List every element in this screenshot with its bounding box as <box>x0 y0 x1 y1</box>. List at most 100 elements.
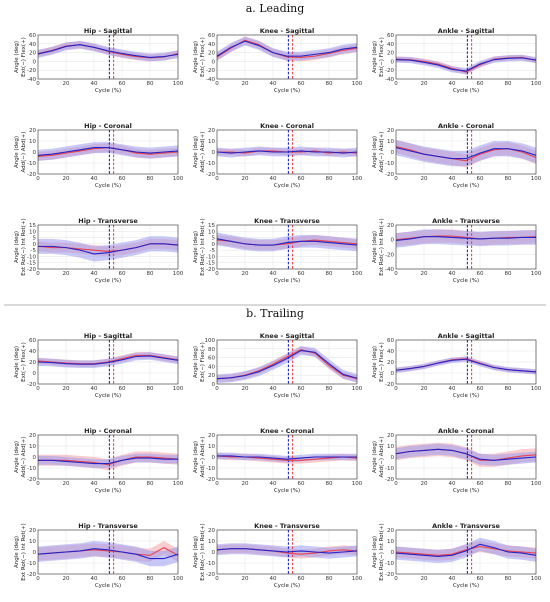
chart-6-ylabel-direction: Ext Rot(−) Int Rot(+) <box>21 218 27 275</box>
chart-13-xlabel: Cycle (%) <box>274 488 300 494</box>
chart-3-xtick-label-1: 20 <box>63 176 70 182</box>
chart-13-ylabel-direction: Add(−) Abd(+) <box>200 437 206 478</box>
chart-13-frame <box>216 434 358 480</box>
chart-10-xtick-label-5: 100 <box>352 386 363 392</box>
chart-1-ylabel-direction: Ext(−) Flex(+) <box>200 37 206 77</box>
chart-13-ylabel: Angle (deg) <box>193 441 199 473</box>
chart-1-ytick-label-2: 0 <box>212 59 216 65</box>
chart-0-xtick-label-0: 0 <box>36 81 40 87</box>
chart-14-ylabel: Angle (deg) <box>372 441 378 473</box>
chart-6-title: Hip - Transverse <box>78 217 138 225</box>
chart-0-xtick-label-4: 80 <box>147 81 154 87</box>
chart-17-ylabel: Angle (deg) <box>372 536 378 568</box>
chart-2-ylabel-direction: Ext(−) Flex(+) <box>379 37 385 77</box>
chart-0-ytick-label-3: 20 <box>29 51 36 57</box>
chart-8-xlabel: Cycle (%) <box>453 278 479 284</box>
chart-4-ytick-label-3: 10 <box>208 139 215 145</box>
chart-15-ytick-label-2: 0 <box>33 550 37 556</box>
chart-7-line-blue <box>216 238 358 246</box>
chart-12-ytick-label-2: 0 <box>33 455 37 461</box>
chart-12-panel: 0 20 40 60 80 100 -20 -10 0 10 20 Hip - Coronal Cycl… <box>14 427 184 494</box>
chart-17-line-red <box>395 545 537 556</box>
chart-9-xlabel: Cycle (%) <box>95 393 121 399</box>
chart-1-xlabel: Cycle (%) <box>274 88 300 94</box>
chart-8-title: Ankle - Transverse <box>432 217 500 225</box>
chart-6-ylabel: Angle (deg) <box>14 231 20 263</box>
chart-13-ytick-label-4: 20 <box>208 433 215 439</box>
chart-12-ylabel-direction: Add(−) Abd(+) <box>21 437 27 478</box>
chart-1-ytick-label-4: 40 <box>208 42 215 48</box>
chart-17-xtick-label-5: 100 <box>531 576 542 582</box>
chart-10-xtick-label-2: 40 <box>270 386 277 392</box>
chart-5-ytick-label-0: -20 <box>385 172 394 178</box>
chart-10-ytick-label-0: 0 <box>212 382 216 388</box>
chart-11-ytick-label-2: 20 <box>387 360 394 366</box>
chart-12-xtick-label-1: 20 <box>63 481 70 487</box>
section-title-trailing: b. Trailing <box>246 307 304 320</box>
chart-2-panel: 0 20 40 60 80 100 -40 -20 0 20 40 60 Ankle - Sagitta… <box>372 27 542 94</box>
chart-3-xtick-label-0: 0 <box>36 176 40 182</box>
chart-15-xtick-label-0: 0 <box>36 576 40 582</box>
chart-10-frame <box>216 339 358 385</box>
chart-9-ylabel: Angle (deg) <box>14 346 20 378</box>
chart-11-xtick-label-0: 0 <box>394 386 398 392</box>
chart-11-xtick-label-4: 80 <box>505 386 512 392</box>
chart-4-xtick-label-2: 40 <box>270 176 277 182</box>
chart-6-band-blue <box>38 236 178 262</box>
chart-14-panel: 0 20 40 60 80 100 -20 -10 0 10 20 Ankle - Coronal Cy… <box>372 427 542 494</box>
chart-5-xtick-label-2: 40 <box>449 176 456 182</box>
chart-5-panel: 0 20 40 60 80 100 -20 -10 0 10 20 Ankle - Coronal Cy… <box>372 122 542 189</box>
chart-3-ylabel: Angle (deg) <box>14 136 20 168</box>
chart-11-ylabel-direction: Ext(−) Flex(+) <box>379 342 385 382</box>
chart-5-ytick-label-4: 20 <box>387 128 394 134</box>
chart-17-xtick-label-3: 60 <box>477 576 484 582</box>
chart-17-line-blue <box>395 543 537 557</box>
chart-1-ytick-label-0: -40 <box>206 77 215 83</box>
chart-1-line-blue <box>216 40 358 57</box>
chart-11-line-blue <box>395 358 537 373</box>
chart-16-line-blue <box>216 548 358 554</box>
chart-13-ytick-label-1: -10 <box>206 466 215 472</box>
chart-16-ytick-label-4: 20 <box>208 528 215 534</box>
chart-2-ytick-label-1: -20 <box>385 68 394 74</box>
chart-9-ytick-label-0: -20 <box>27 382 36 388</box>
chart-4-xtick-label-0: 0 <box>215 176 219 182</box>
chart-9-ytick-label-2: 20 <box>29 360 36 366</box>
chart-5-xtick-label-5: 100 <box>531 176 542 182</box>
chart-0-panel: 0 20 40 60 80 100 -40 -20 0 20 40 60 Hip - Sagittal C… <box>14 27 184 94</box>
chart-16-frame <box>216 529 358 575</box>
chart-6-xtick-label-2: 40 <box>91 271 98 277</box>
chart-13-title: Knee - Coronal <box>260 427 314 435</box>
chart-5-xlabel: Cycle (%) <box>453 183 479 189</box>
chart-17-xlabel: Cycle (%) <box>453 583 479 589</box>
chart-7-ytick-label-6: 10 <box>208 229 215 235</box>
chart-15-ylabel-direction: Ext Rot(−) Int Rot(+) <box>21 523 27 580</box>
chart-12-ytick-label-3: 10 <box>29 444 36 450</box>
chart-15-ylabel: Angle (deg) <box>14 536 20 568</box>
chart-15-panel: 0 20 40 60 80 100 -20 -10 0 10 20 Hip - Transverse C… <box>14 522 184 589</box>
chart-14-ytick-label-1: -10 <box>385 466 394 472</box>
chart-0-xtick-label-1: 20 <box>63 81 70 87</box>
chart-5-xtick-label-3: 60 <box>477 176 484 182</box>
chart-4-ytick-label-2: 0 <box>212 150 216 156</box>
chart-1-xtick-label-3: 60 <box>298 81 305 87</box>
chart-5-ylabel: Angle (deg) <box>372 136 378 168</box>
chart-12-xtick-label-2: 40 <box>91 481 98 487</box>
chart-14-ytick-label-0: -20 <box>385 477 394 483</box>
chart-7-xtick-label-0: 0 <box>215 271 219 277</box>
chart-15-title: Hip - Transverse <box>78 522 138 530</box>
chart-10-panel: 0 20 40 60 80 100 0 20 40 60 80 100 Knee - Sagittal C… <box>193 332 363 399</box>
chart-6-ytick-label-6: 10 <box>29 229 36 235</box>
chart-11-frame <box>395 339 537 385</box>
chart-6-xtick-label-5: 100 <box>173 271 184 277</box>
chart-8-line-blue <box>395 236 536 241</box>
chart-15-xtick-label-1: 20 <box>63 576 70 582</box>
chart-5-ytick-label-3: 10 <box>387 139 394 145</box>
chart-0-ytick-label-4: 40 <box>29 42 36 48</box>
chart-12-line-blue <box>38 457 178 465</box>
chart-5-line-blue <box>395 147 537 160</box>
chart-1-panel: 0 20 40 60 80 100 -40 -20 0 20 40 60 Knee - Sagittal… <box>193 27 363 94</box>
chart-16-ylabel: Angle (deg) <box>193 536 199 568</box>
chart-9-ytick-label-1: 0 <box>33 371 37 377</box>
